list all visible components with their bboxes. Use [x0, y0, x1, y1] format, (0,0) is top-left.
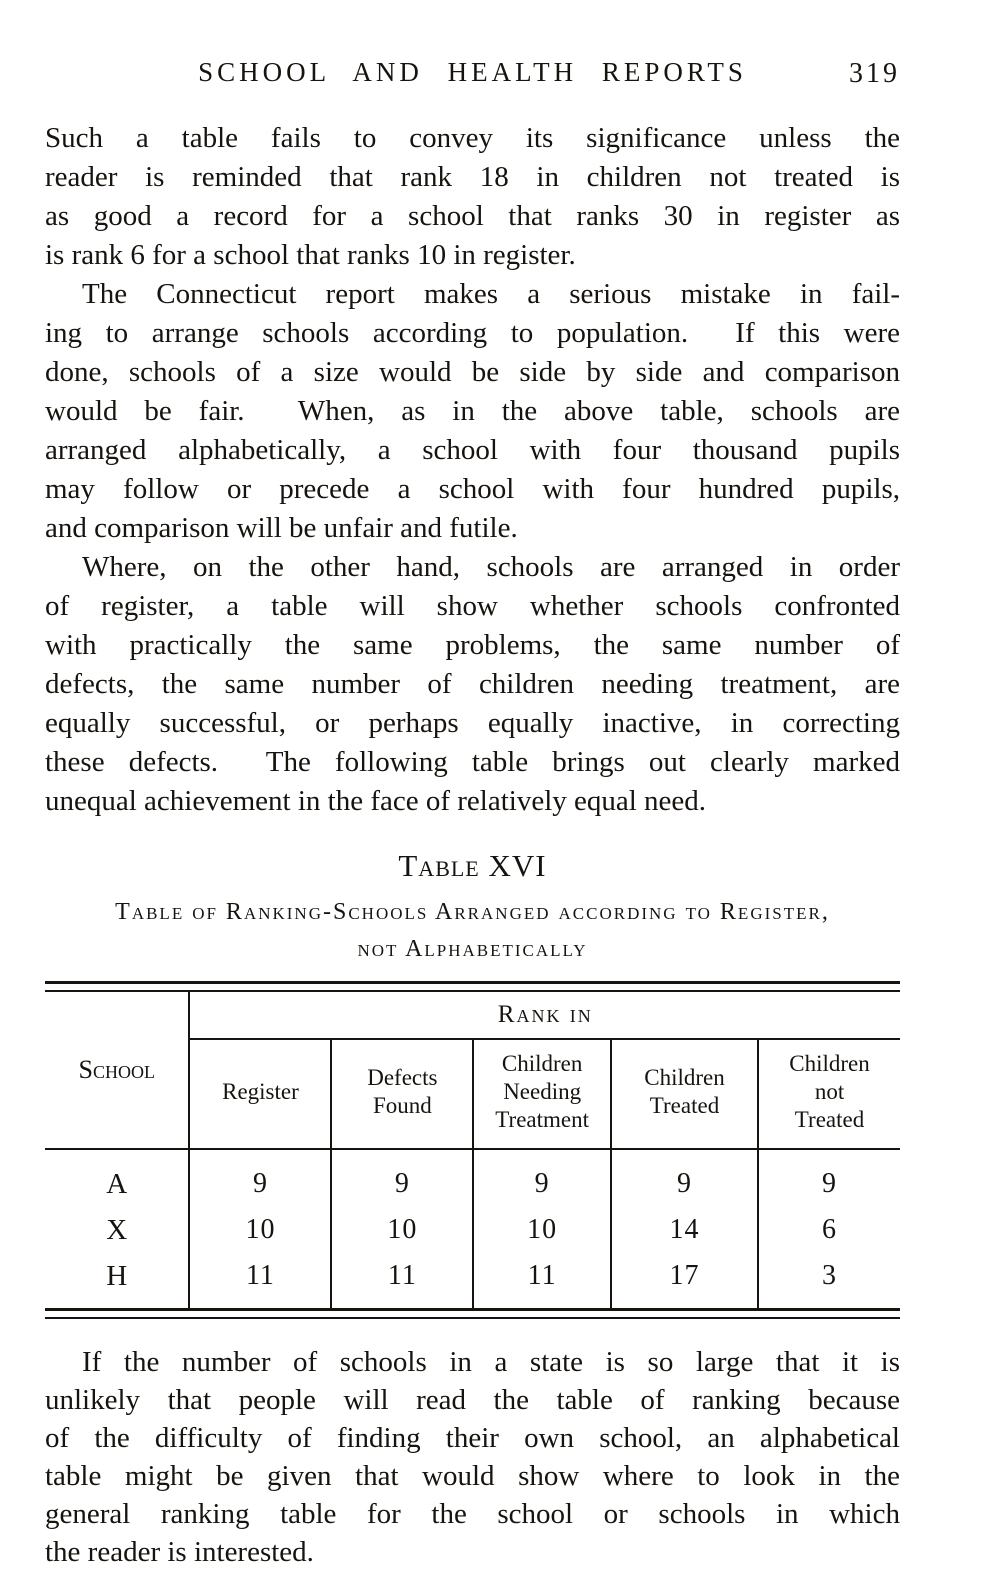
ranking-table: School Rank in Register Defects Found Ch…	[45, 992, 900, 1308]
rank-value-cell: 10	[188, 1207, 332, 1253]
row-school-label: H	[45, 1253, 191, 1308]
text-line: general ranking table for the school or …	[45, 1498, 900, 1530]
rank-in-span-header: Rank in	[189, 992, 900, 1040]
text-line: is rank 6 for a school that ranks 10 in …	[45, 239, 576, 271]
row-school-label: X	[45, 1207, 191, 1253]
text-line: unlikely that people will read the table…	[45, 1384, 900, 1416]
rank-value-cell: 9	[188, 1149, 332, 1207]
table-span-header-row: School Rank in	[45, 992, 900, 1150]
table-subtitle-line: not Alphabetically	[357, 936, 588, 962]
text-line: of register, a table will show whether s…	[45, 590, 900, 622]
text-line: these defects. The following table bring…	[45, 746, 900, 778]
page-title: SCHOOL AND HEALTH REPORTS	[198, 57, 747, 87]
table-header: School Rank in Register Defects Found Ch…	[45, 992, 900, 1150]
rank-value-cell: 17	[609, 1253, 759, 1308]
page-number: 319	[849, 58, 900, 89]
rank-value-cell: 14	[609, 1207, 759, 1253]
paragraph: Where, on the other hand, schools are ar…	[45, 548, 900, 821]
text-line: of the difficulty of finding their own s…	[45, 1422, 900, 1454]
school-column-header: School	[45, 992, 191, 1150]
text-line: as good a record for a school that ranks…	[45, 200, 900, 232]
column-header-defects-found: Defects Found	[330, 1039, 474, 1150]
rank-value-cell: 11	[472, 1253, 611, 1308]
row-school-label: A	[45, 1149, 191, 1207]
rank-value-cell: 10	[330, 1207, 474, 1253]
column-header-children-treated: Children Treated	[609, 1039, 759, 1150]
text-line: would be fair. When, as in the above tab…	[45, 395, 900, 427]
text-line: Where, on the other hand, schools are ar…	[82, 551, 900, 583]
book-page: SCHOOL AND HEALTH REPORTS 319 Such a tab…	[0, 57, 1000, 1571]
rank-value-cell: 11	[330, 1253, 474, 1308]
table-column-header-row: Register Defects Found Children Needing …	[45, 1039, 900, 1150]
rank-value-cell: 9	[757, 1149, 900, 1207]
paragraph: Such a table fails to convey its signifi…	[45, 119, 900, 275]
rank-value-cell: 6	[757, 1207, 900, 1253]
text-line: Such a table fails to convey its signifi…	[45, 122, 900, 154]
text-line: reader is reminded that rank 18 in child…	[45, 161, 900, 193]
paragraph: If the number of schools in a state is s…	[45, 1343, 900, 1571]
text-line: arranged alphabetically, a school with f…	[45, 434, 900, 466]
rank-value-cell: 11	[188, 1253, 332, 1308]
table-subtitle-line: Table of Ranking-Schools Arranged accord…	[115, 899, 830, 925]
text-line: may follow or precede a school with four…	[45, 473, 900, 505]
text-line: and comparison will be unfair and futile…	[45, 512, 518, 544]
column-header-register: Register	[189, 1039, 332, 1150]
text-line: with practically the same problems, the …	[45, 629, 900, 661]
rank-value-cell: 9	[609, 1149, 759, 1207]
column-header-children-not-treated: Children not Treated	[757, 1039, 900, 1150]
table-top-double-rule	[45, 981, 900, 992]
rank-value-cell: 3	[757, 1253, 900, 1308]
text-line: defects, the same number of children nee…	[45, 668, 900, 700]
table-caption: Table XVI	[398, 848, 547, 883]
rank-value-cell: 10	[472, 1207, 611, 1253]
text-line: ing to arrange schools according to popu…	[45, 317, 900, 349]
ranking-table-wrap: School Rank in Register Defects Found Ch…	[45, 981, 900, 1319]
rank-value-cell: 9	[330, 1149, 474, 1207]
column-header-children-needing-treatment: Children Needing Treatment	[472, 1039, 611, 1150]
text-line: the reader is interested.	[45, 1536, 314, 1568]
paragraph: The Connecticut report makes a serious m…	[45, 275, 900, 548]
text-line: equally successful, or perhaps equally i…	[45, 707, 900, 739]
text-line: If the number of schools in a state is s…	[82, 1346, 900, 1378]
table-subtitle: Table of Ranking-Schools Arranged accord…	[45, 894, 900, 968]
running-head: SCHOOL AND HEALTH REPORTS 319	[45, 57, 900, 93]
table-row: H 11 11 11 17 3	[45, 1253, 900, 1308]
text-line: The Connecticut report makes a serious m…	[82, 278, 900, 310]
table-bottom-double-rule	[45, 1308, 900, 1319]
body-text: Such a table fails to convey its signifi…	[45, 119, 900, 821]
rank-value-cell: 9	[472, 1149, 611, 1207]
text-line: done, schools of a size would be side by…	[45, 356, 900, 388]
text-line: table might be given that would show whe…	[45, 1460, 900, 1492]
table-row: X 10 10 10 14 6	[45, 1207, 900, 1253]
table-body: A 9 9 9 9 9 X 10 10 10 14 6 H 11 11 11 17 3	[45, 1149, 900, 1308]
text-line: unequal achievement in the face of relat…	[45, 785, 707, 817]
closing-text: If the number of schools in a state is s…	[45, 1343, 900, 1571]
